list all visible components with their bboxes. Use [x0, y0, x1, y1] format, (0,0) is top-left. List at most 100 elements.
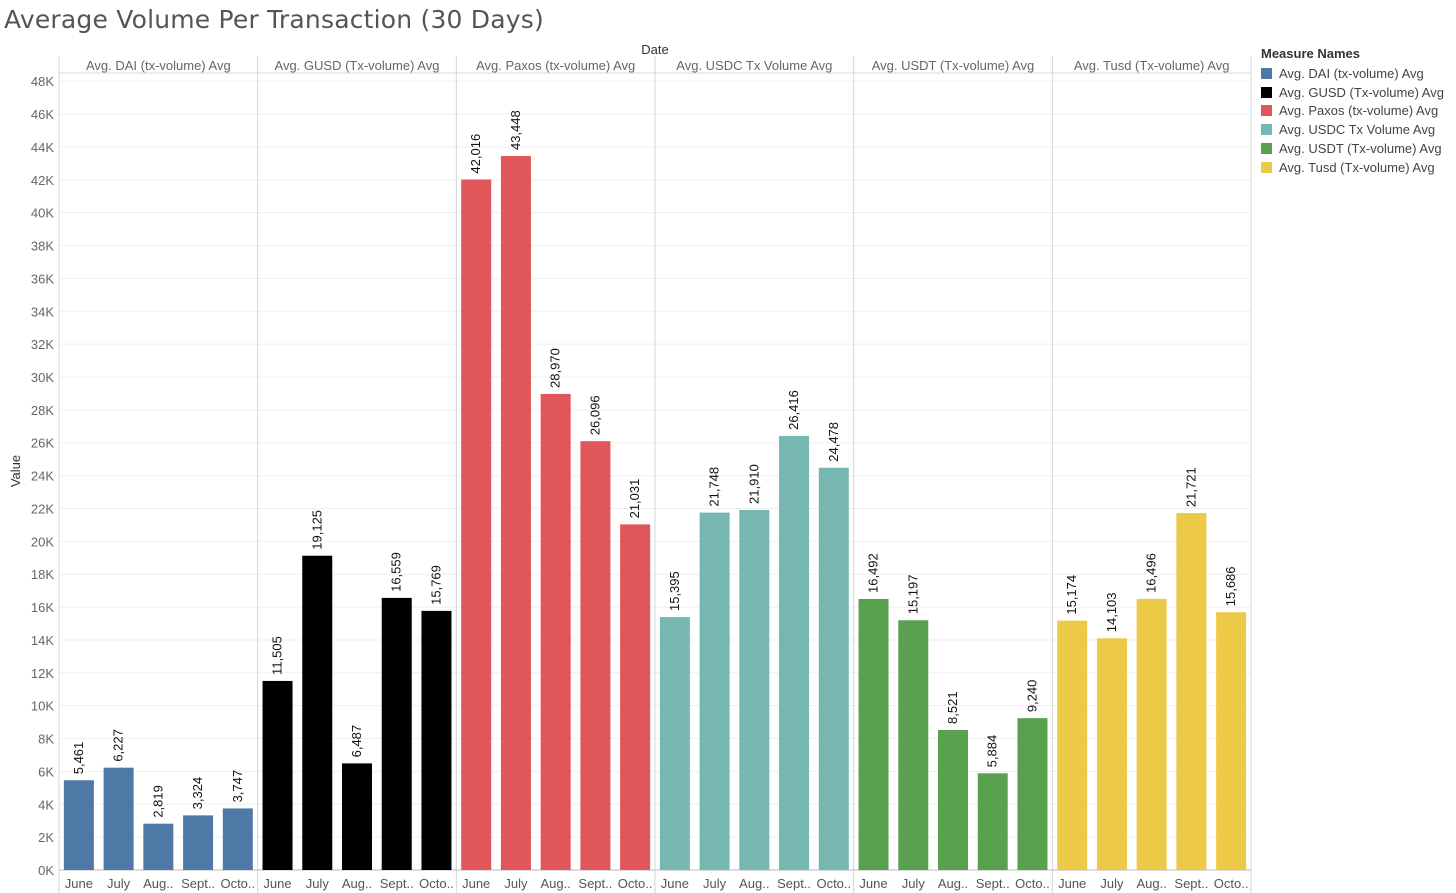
y-tick-label: 4K [38, 797, 54, 812]
column-header: Date [641, 42, 668, 57]
x-tick-label: Sept.. [380, 876, 414, 891]
legend-item-usdt[interactable]: Avg. USDT (Tx-volume) Avg [1261, 139, 1456, 158]
y-tick-label: 38K [31, 239, 54, 254]
x-tick-label: Sept.. [976, 876, 1010, 891]
x-tick-label: Octo.. [419, 876, 454, 891]
data-label: 26,416 [786, 390, 801, 430]
data-label: 5,461 [71, 742, 86, 775]
x-tick-label: Aug.. [342, 876, 372, 891]
bar [699, 512, 730, 870]
x-tick-label: June [1058, 876, 1086, 891]
y-tick-label: 48K [31, 74, 54, 89]
data-label: 16,559 [389, 552, 404, 592]
bar [222, 808, 253, 870]
data-label: 43,448 [508, 110, 523, 150]
bar [183, 815, 214, 870]
data-label: 16,496 [1144, 553, 1159, 593]
data-label: 3,324 [190, 777, 205, 810]
y-tick-label: 18K [31, 567, 54, 582]
y-tick-label: 0K [38, 863, 54, 878]
panel-header: Avg. GUSD (Tx-volume) Avg [275, 58, 440, 73]
y-tick-label: 22K [31, 501, 54, 516]
data-label: 24,478 [826, 422, 841, 462]
bar [1017, 718, 1048, 870]
y-tick-label: 30K [31, 370, 54, 385]
x-tick-label: Aug.. [739, 876, 769, 891]
legend-label: Avg. USDC Tx Volume Avg [1279, 122, 1436, 138]
data-label: 9,240 [1024, 680, 1039, 713]
legend-item-tusd[interactable]: Avg. Tusd (Tx-volume) Avg [1261, 158, 1456, 177]
bar [63, 780, 94, 870]
bar [461, 179, 492, 870]
bar [381, 597, 412, 870]
data-label: 14,103 [1104, 592, 1119, 632]
x-tick-label: Octo.. [1214, 876, 1249, 891]
data-label: 21,748 [707, 467, 722, 507]
x-tick-label: Sept.. [777, 876, 811, 891]
legend-item-usdc[interactable]: Avg. USDC Tx Volume Avg [1261, 120, 1456, 139]
bar [938, 729, 968, 870]
y-tick-label: 16K [31, 600, 54, 615]
y-tick-label: 44K [31, 140, 54, 155]
legend-item-dai[interactable]: Avg. DAI (tx-volume) Avg [1261, 64, 1456, 83]
x-tick-label: July [306, 876, 330, 891]
x-tick-label: Sept.. [1174, 876, 1208, 891]
y-tick-label: 6K [38, 764, 54, 779]
x-tick-label: July [107, 876, 131, 891]
bar [262, 680, 293, 870]
y-tick-label: 40K [31, 206, 54, 221]
y-tick-label: 12K [31, 666, 54, 681]
y-tick-label: 32K [31, 337, 54, 352]
y-tick-label: 28K [31, 403, 54, 418]
bar [620, 524, 651, 870]
panel-header: Avg. USDC Tx Volume Avg [676, 58, 832, 73]
x-tick-label: Sept.. [578, 876, 612, 891]
y-tick-label: 14K [31, 633, 54, 648]
legend-swatch [1261, 161, 1272, 173]
data-label: 11,505 [270, 636, 285, 675]
x-tick-label: July [504, 876, 528, 891]
x-tick-label: Aug.. [938, 876, 968, 891]
panel-header: Avg. Tusd (Tx-volume) Avg [1074, 58, 1230, 73]
legend-swatch [1261, 143, 1272, 155]
bar [818, 467, 849, 870]
data-label: 21,910 [746, 464, 761, 504]
y-tick-label: 42K [31, 173, 54, 188]
y-tick-label: 2K [38, 830, 54, 845]
bar [977, 773, 1008, 870]
y-tick-label: 36K [31, 271, 54, 286]
bar [540, 393, 571, 870]
legend-item-gusd[interactable]: Avg. GUSD (Tx-volume) Avg [1261, 83, 1456, 102]
y-tick-label: 10K [31, 699, 54, 714]
bar [779, 435, 810, 870]
x-tick-label: Sept.. [181, 876, 215, 891]
legend-item-paxos[interactable]: Avg. Paxos (tx-volume) Avg [1261, 102, 1456, 121]
x-tick-label: Octo.. [220, 876, 255, 891]
bar [421, 610, 452, 870]
legend-label: Avg. Paxos (tx-volume) Avg [1279, 103, 1439, 119]
panel-header: Avg. USDT (Tx-volume) Avg [872, 58, 1035, 73]
x-tick-label: Aug.. [1136, 876, 1166, 891]
x-tick-label: June [263, 876, 291, 891]
legend-label: Avg. USDT (Tx-volume) Avg [1279, 141, 1442, 157]
legend-swatch [1261, 124, 1272, 136]
bar [659, 617, 690, 870]
data-label: 8,521 [945, 691, 960, 724]
bar [1136, 598, 1167, 870]
legend-swatch [1261, 105, 1272, 117]
data-label: 15,686 [1223, 566, 1238, 606]
bar [1096, 638, 1127, 870]
data-label: 15,174 [1064, 575, 1079, 615]
x-tick-label: Octo.. [618, 876, 653, 891]
bar [103, 767, 134, 870]
bar [1176, 513, 1207, 870]
data-label: 6,487 [349, 725, 364, 758]
data-label: 6,227 [111, 729, 126, 762]
bar [302, 555, 333, 870]
bar [739, 509, 770, 870]
x-tick-label: June [661, 876, 689, 891]
y-tick-label: 34K [31, 304, 54, 319]
legend-label: Avg. Tusd (Tx-volume) Avg [1279, 159, 1435, 175]
data-label: 2,819 [150, 785, 165, 818]
